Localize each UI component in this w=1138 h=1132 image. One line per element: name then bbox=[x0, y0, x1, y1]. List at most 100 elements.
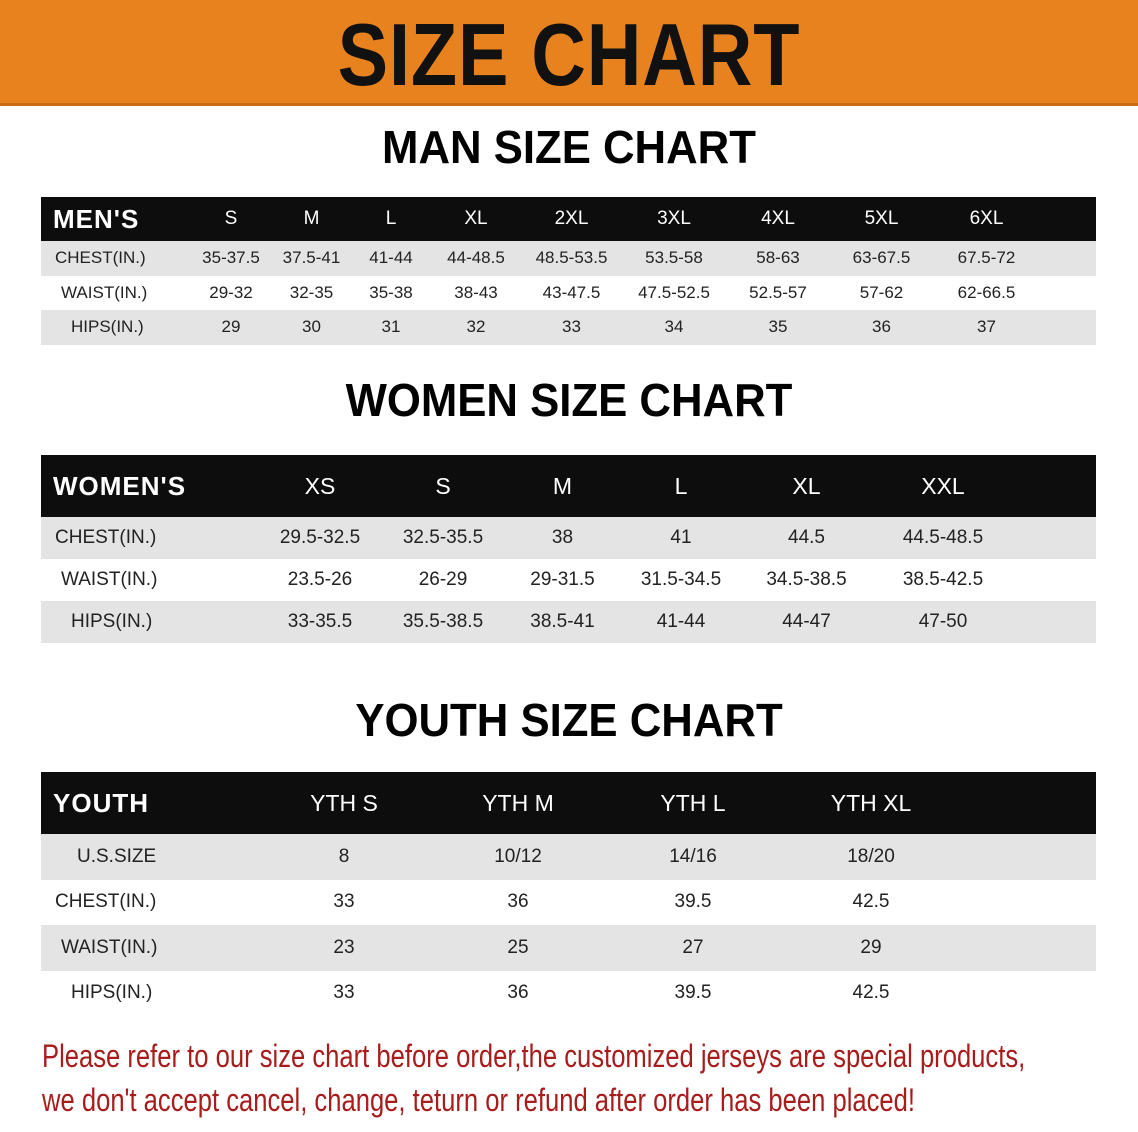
table-cell: 36 bbox=[872, 317, 891, 337]
table-cell: 25 bbox=[507, 936, 529, 958]
header-label: YOUTH bbox=[53, 787, 149, 818]
size-column-header: 4XL bbox=[761, 208, 795, 229]
table-cell: 37.5-41 bbox=[282, 248, 341, 268]
table-cell: 32 bbox=[466, 317, 486, 337]
table-cell: 42.5 bbox=[852, 891, 890, 913]
table-cell: 39.5 bbox=[674, 982, 712, 1004]
table-cell: 53.5-58 bbox=[645, 248, 703, 268]
table-cell: 36 bbox=[507, 982, 529, 1004]
table-cell: 10/12 bbox=[494, 845, 542, 867]
table-cell: 26-29 bbox=[418, 569, 468, 590]
banner-title: SIZE CHART bbox=[337, 5, 801, 104]
table-cell: 57-62 bbox=[859, 282, 904, 302]
table-cell: 36 bbox=[507, 891, 529, 913]
table-cell: 39.5 bbox=[674, 891, 712, 913]
size-column-header: XS bbox=[304, 472, 336, 499]
measurement-label: U.S.SIZE bbox=[77, 845, 157, 867]
table-cell: 35.5-38.5 bbox=[402, 611, 484, 632]
table-cell: 44-48.5 bbox=[447, 248, 505, 268]
table-cell: 38-43 bbox=[454, 282, 498, 302]
table-cell: 8 bbox=[338, 845, 350, 867]
table-row: WAIST(IN.) 23 25 27 29 bbox=[41, 925, 1096, 971]
size-column-header: 2XL bbox=[554, 208, 589, 229]
table-row: CHEST(IN.) 33 36 39.5 42.5 bbox=[41, 879, 1096, 925]
size-column-header: M bbox=[303, 208, 320, 229]
table-cell: 41 bbox=[670, 527, 692, 548]
table-cell: 44.5-48.5 bbox=[902, 527, 984, 548]
size-column-header: XL bbox=[792, 472, 821, 499]
size-column-header: S bbox=[435, 472, 451, 499]
women-size-table: WOMEN'S XS S M L XL XXL CHEST(IN.) 29.5-32.5 32.5… bbox=[41, 455, 1096, 643]
table-cell: 47-50 bbox=[918, 611, 968, 632]
youth-section-title: YOUTH SIZE CHART bbox=[355, 694, 783, 746]
table-row: CHEST(IN.) 35-37.5 37.5-41 41-44 44-48.5 48.5… bbox=[41, 241, 1096, 276]
measurement-label: HIPS(IN.) bbox=[71, 982, 153, 1004]
header-label: MEN'S bbox=[53, 203, 140, 234]
table-cell: 23 bbox=[333, 936, 355, 958]
table-header-row: MEN'S S M L XL 2XL 3XL 4XL 5XL 6XL bbox=[41, 197, 1096, 241]
table-cell: 18/20 bbox=[847, 845, 895, 867]
size-column-header: 5XL bbox=[864, 208, 899, 229]
table-cell: 41-44 bbox=[369, 248, 413, 268]
measurement-label: CHEST(IN.) bbox=[55, 527, 157, 548]
table-cell: 43-47.5 bbox=[542, 282, 601, 302]
table-row: CHEST(IN.) 29.5-32.5 32.5-35.5 38 41 44.5 44.5… bbox=[41, 517, 1096, 559]
size-column-header: YTH M bbox=[482, 789, 554, 816]
table-cell: 31.5-34.5 bbox=[640, 569, 722, 590]
measurement-label: WAIST(IN.) bbox=[61, 282, 148, 302]
table-cell: 52.5-57 bbox=[749, 282, 807, 302]
men-section-title: MAN SIZE CHART bbox=[382, 121, 756, 173]
size-column-header: 6XL bbox=[969, 208, 1004, 229]
measurement-label: WAIST(IN.) bbox=[61, 936, 158, 958]
men-size-table: MEN'S S M L XL 2XL 3XL 4XL 5XL 6XL CHEST(IN.) 35-37… bbox=[41, 197, 1096, 345]
table-cell: 41-44 bbox=[656, 611, 706, 632]
table-cell: 14/16 bbox=[669, 845, 717, 867]
table-cell: 29-32 bbox=[209, 282, 253, 302]
size-column-header: YTH S bbox=[310, 789, 378, 816]
women-section-title: WOMEN SIZE CHART bbox=[345, 374, 793, 426]
table-cell: 62-66.5 bbox=[957, 282, 1016, 302]
footer-notice-line1: Please refer to our size chart before or… bbox=[42, 1038, 1026, 1074]
size-column-header: YTH XL bbox=[830, 789, 912, 816]
table-cell: 44.5 bbox=[788, 527, 825, 548]
table-row: HIPS(IN.) 29 30 31 32 33 34 35 36 37 bbox=[41, 310, 1096, 345]
table-row: WAIST(IN.) 23.5-26 26-29 29-31.5 31.5-34.5 34… bbox=[41, 559, 1096, 601]
table-cell: 37 bbox=[977, 317, 996, 337]
table-cell: 67.5-72 bbox=[957, 248, 1016, 268]
table-cell: 27 bbox=[682, 936, 704, 958]
table-cell: 29.5-32.5 bbox=[279, 527, 361, 548]
measurement-label: WAIST(IN.) bbox=[61, 569, 158, 590]
table-cell: 29 bbox=[860, 936, 882, 958]
table-cell: 38.5-42.5 bbox=[902, 569, 984, 590]
table-row: U.S.SIZE 8 10/12 14/16 18/20 bbox=[41, 834, 1096, 880]
table-cell: 33-35.5 bbox=[287, 611, 353, 632]
table-cell: 58-63 bbox=[756, 248, 800, 268]
table-cell: 47.5-52.5 bbox=[638, 282, 710, 302]
table-cell: 33 bbox=[562, 317, 581, 337]
size-column-header: XL bbox=[464, 208, 488, 229]
table-row: HIPS(IN.) 33 36 39.5 42.5 bbox=[41, 970, 1096, 1016]
youth-size-table: YOUTH YTH S YTH M YTH L YTH XL U.S.SIZE 8 10/12… bbox=[41, 772, 1096, 1016]
size-column-header: XXL bbox=[921, 472, 965, 499]
table-cell: 35-38 bbox=[369, 282, 413, 302]
table-row: WAIST(IN.) 29-32 32-35 35-38 38-43 43-47.5 47.… bbox=[41, 275, 1096, 310]
table-cell: 35 bbox=[768, 317, 788, 337]
size-chart-banner: SIZE CHART bbox=[0, 0, 1138, 106]
table-cell: 30 bbox=[302, 317, 321, 337]
table-cell: 63-67.5 bbox=[852, 248, 911, 268]
table-cell: 34.5-38.5 bbox=[766, 569, 847, 590]
table-cell: 35-37.5 bbox=[202, 248, 260, 268]
table-cell: 48.5-53.5 bbox=[535, 248, 608, 268]
size-column-header: 3XL bbox=[657, 208, 691, 229]
table-row: HIPS(IN.) 33-35.5 35.5-38.5 38.5-41 41-44 44-… bbox=[41, 601, 1096, 643]
table-header-row: YOUTH YTH S YTH M YTH L YTH XL bbox=[41, 772, 1096, 834]
table-cell: 34 bbox=[664, 317, 684, 337]
table-cell: 33 bbox=[333, 891, 355, 913]
table-cell: 23.5-26 bbox=[287, 569, 353, 590]
table-cell: 44-47 bbox=[782, 611, 831, 632]
table-cell: 33 bbox=[333, 982, 355, 1004]
table-cell: 29-31.5 bbox=[530, 569, 595, 590]
measurement-label: CHEST(IN.) bbox=[55, 248, 146, 268]
size-column-header: S bbox=[224, 208, 238, 229]
size-column-header: L bbox=[385, 208, 397, 229]
